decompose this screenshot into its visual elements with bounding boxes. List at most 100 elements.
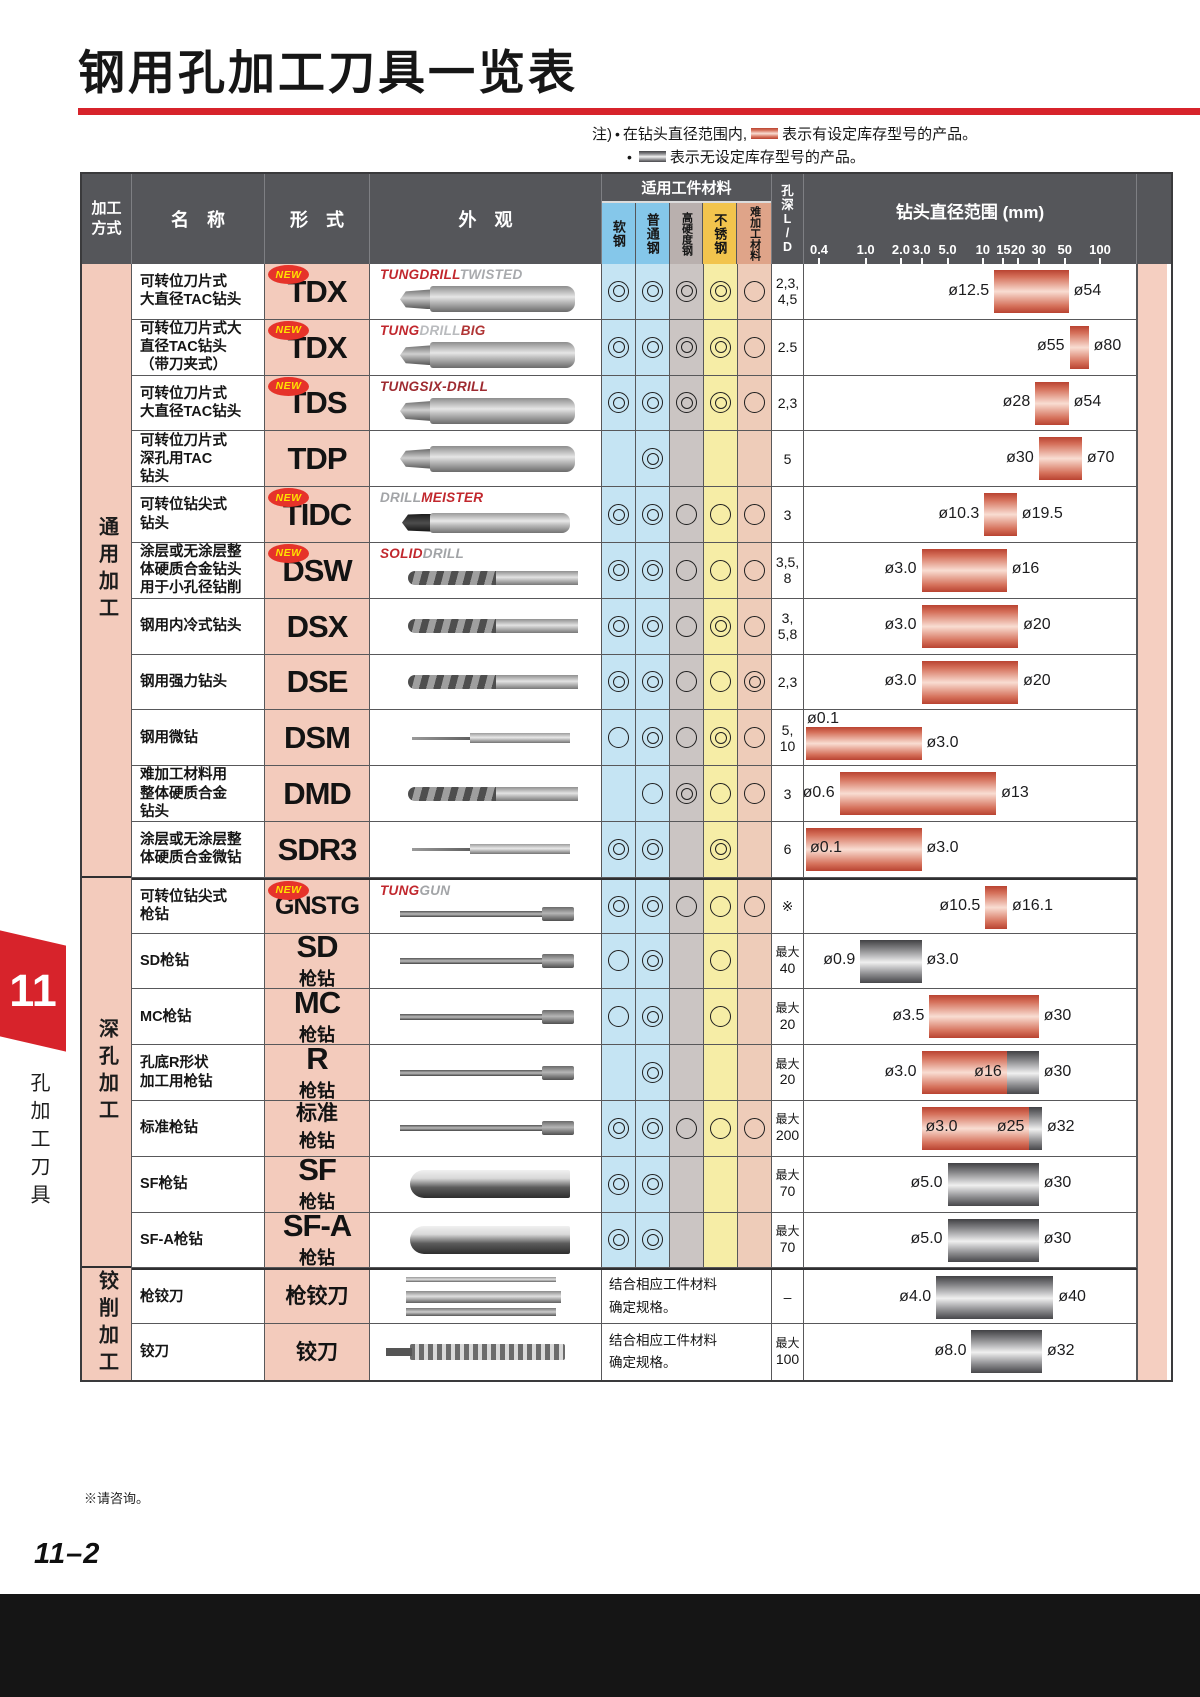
form-cell: NEW GNSTG <box>265 879 370 933</box>
material-cell-1 <box>602 710 636 766</box>
appearance-cell <box>370 1324 602 1380</box>
form-cell: 枪铰刀 <box>265 1270 370 1324</box>
material-cell-5 <box>738 1212 772 1268</box>
diameter-label: ø30 <box>1006 448 1034 466</box>
brand-logo-part: TUNG <box>380 882 420 898</box>
material-cell-2 <box>636 879 670 933</box>
tool-photo-tac <box>370 264 601 319</box>
tool-photo-part <box>470 844 570 855</box>
form-cell: DSM <box>265 710 370 766</box>
hole-depth-cell: 5, 10 <box>772 710 804 766</box>
diameter-label: ø54 <box>1073 393 1102 411</box>
legend-line-1: 注) • 在钻头直径范围内, 表示有设定库存型号的产品。 <box>592 122 977 145</box>
appearance-cell <box>370 1212 602 1268</box>
suitability-double-circle-icon <box>642 448 663 470</box>
tool-photo-gun <box>370 1045 601 1100</box>
appearance-cell <box>370 766 602 821</box>
form-cell: DSX <box>265 598 370 654</box>
tool-photo-part <box>400 400 432 421</box>
suitability-double-circle-icon <box>642 559 663 581</box>
hole-depth-value: 3,5, <box>775 554 800 571</box>
suitability-single-circle-icon <box>744 1117 765 1139</box>
suitability-single-circle-icon <box>710 950 731 972</box>
tool-photo-part <box>430 445 575 472</box>
material-cell-4 <box>704 654 738 710</box>
diameter-bar-segment <box>921 548 1007 592</box>
brand-logo: DRILLMEISTER <box>380 490 483 505</box>
material-cell-2 <box>636 1212 670 1268</box>
tool-photo-part <box>496 619 578 634</box>
hole-depth-value: 最大 <box>775 1168 800 1183</box>
form-code: 标准 <box>296 1102 338 1126</box>
material-cell-2 <box>636 933 670 989</box>
form-cell: TDP <box>265 431 370 487</box>
tool-photo-part <box>402 513 432 532</box>
tool-photo-part <box>412 848 472 852</box>
diameter-cell: ø0.6 ø13 <box>804 766 1137 821</box>
chapter-tab: 11 <box>0 930 66 1052</box>
material-cell-1 <box>602 989 636 1045</box>
diameter-label: ø30 <box>1043 1174 1072 1192</box>
table-row: 可转位刀片式 大直径TAC钻头 NEW TDS TUNGSIX-DRILL 2,3 ø28… <box>132 375 1137 432</box>
diameter-bar-segment <box>984 493 1017 537</box>
scale-tick-label: 10 <box>975 242 991 257</box>
suitability-double-circle-icon <box>608 671 629 693</box>
chapter-number: 11 <box>9 965 57 1016</box>
suitability-single-circle-icon <box>676 895 697 917</box>
form-cell: SD 枪钻 <box>265 931 370 989</box>
material-cell-2 <box>636 319 670 375</box>
name-cell: 可转位钻尖式 钻头 <box>132 487 265 542</box>
material-cell-2 <box>636 1045 670 1100</box>
table-row: 涂层或无涂层整 体硬质合金微钻 SDR3 6 ø0.1 ø3.0 <box>132 821 1137 878</box>
header-hole-depth: 孔 深 L / D <box>772 174 804 264</box>
new-badge: NEW <box>268 265 309 284</box>
name-cell: MC枪钻 <box>132 989 265 1045</box>
tool-photo-gun <box>370 880 601 933</box>
material-cell-2 <box>636 654 670 710</box>
header-method: 加工 方式 <box>82 174 132 264</box>
suitability-single-circle-icon <box>676 1117 697 1139</box>
diameter-cell: ø5.0 ø30 <box>804 1212 1137 1268</box>
appearance-cell <box>370 1156 602 1212</box>
name-cell: 涂层或无涂层整 体硬质合金微钻 <box>132 821 265 877</box>
suitability-double-circle-icon <box>710 615 731 637</box>
material-header-label: 难加工材料 <box>748 206 761 261</box>
material-cell-4 <box>704 766 738 821</box>
method-group-1: 通用加工 <box>82 264 131 878</box>
hole-depth-value: 20 <box>779 1015 796 1032</box>
diameter-label: ø28 <box>1002 393 1031 411</box>
scale-tick-label: 1.0 <box>856 242 875 257</box>
diameter-bar-segment <box>985 885 1008 929</box>
brand-logo-part: DRILL <box>380 490 422 506</box>
suitability-double-circle-icon <box>608 392 629 414</box>
appearance-cell <box>370 654 602 710</box>
diameter-bar-segment <box>921 660 1019 704</box>
form-code: 枪铰刀 <box>285 1285 349 1309</box>
appearance-cell: TUNGDRILLTWISTED <box>370 264 602 319</box>
form-cell: NEW TDS <box>265 375 370 431</box>
suitability-double-circle-icon <box>642 336 663 358</box>
material-cell-1 <box>602 1045 636 1100</box>
suitability-single-circle-icon <box>710 504 731 526</box>
diameter-bar-segment <box>1035 381 1069 425</box>
diameter-cell: ø0.1 ø3.0 <box>804 821 1137 877</box>
brand-logo-part: TWISTED <box>459 267 523 282</box>
suitability-double-circle-icon <box>676 280 697 302</box>
tool-photo-part <box>430 286 575 313</box>
hole-depth-value: 最大 <box>775 1056 800 1071</box>
material-cell-3 <box>670 542 704 598</box>
form-code: SF <box>298 1152 337 1188</box>
diameter-label: ø20 <box>1023 616 1051 634</box>
stock-model-bar-icon <box>751 128 779 139</box>
name-cell: 孔底R形状 加工用枪钻 <box>132 1045 265 1100</box>
diameter-cell: ø55 ø80 <box>804 319 1137 375</box>
hole-depth-cell: 2,3, 4,5 <box>772 264 804 319</box>
material-cell-3 <box>670 821 704 877</box>
scale-tick-label: 2.0 <box>891 242 910 257</box>
brand-logo-part: DRILL <box>419 322 461 338</box>
hole-depth-value: ※ <box>781 898 794 915</box>
suitability-double-circle-icon <box>710 336 731 358</box>
brand-logo-part: TUNGSIX-DRILL <box>380 378 489 394</box>
diameter-label: ø5.0 <box>910 1174 943 1192</box>
